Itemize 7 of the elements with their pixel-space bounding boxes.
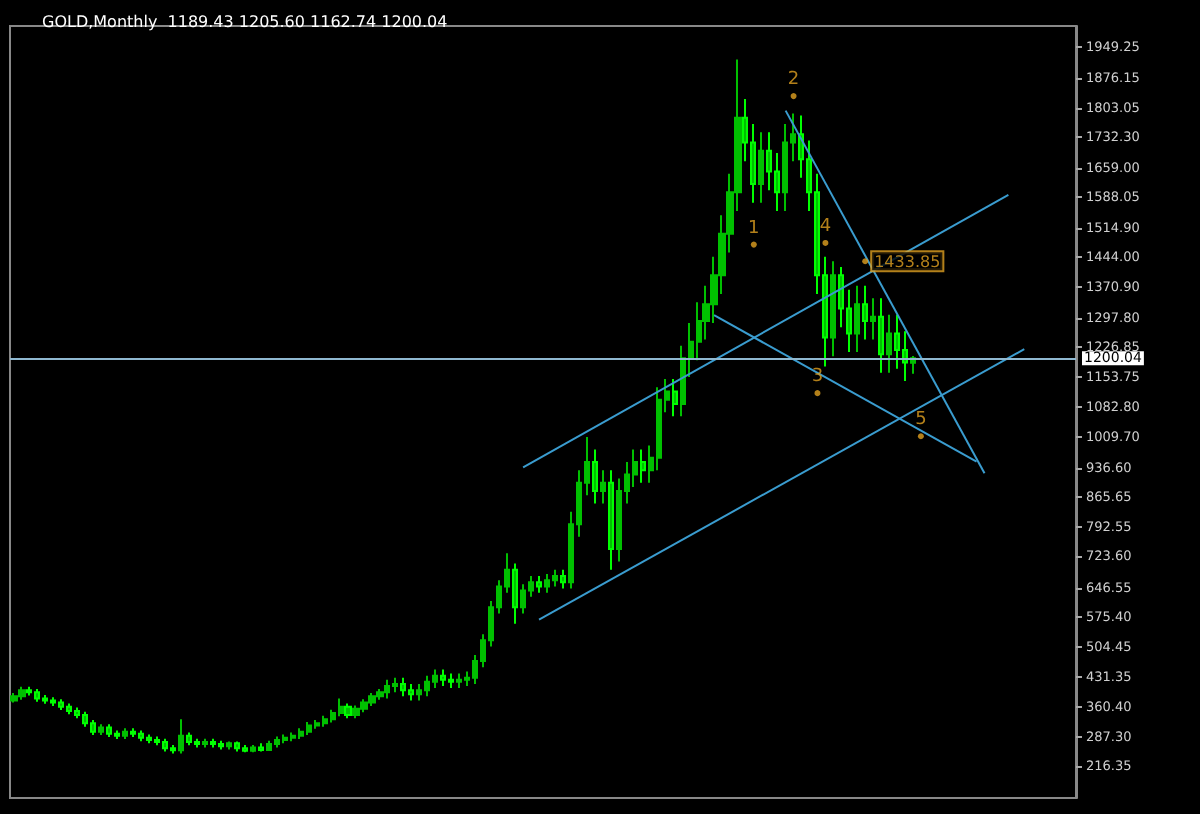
chart-title: GOLD,Monthly 1189.43 1205.60 1162.74 1200.04 — [42, 13, 448, 31]
series-label: 1 — [748, 218, 760, 239]
series-label: 5 — [915, 410, 927, 431]
series-label: 2 — [787, 70, 800, 91]
data-label: 1433.85 — [874, 253, 941, 272]
series-label: 3 — [811, 367, 824, 388]
series-label: 4 — [819, 216, 832, 237]
